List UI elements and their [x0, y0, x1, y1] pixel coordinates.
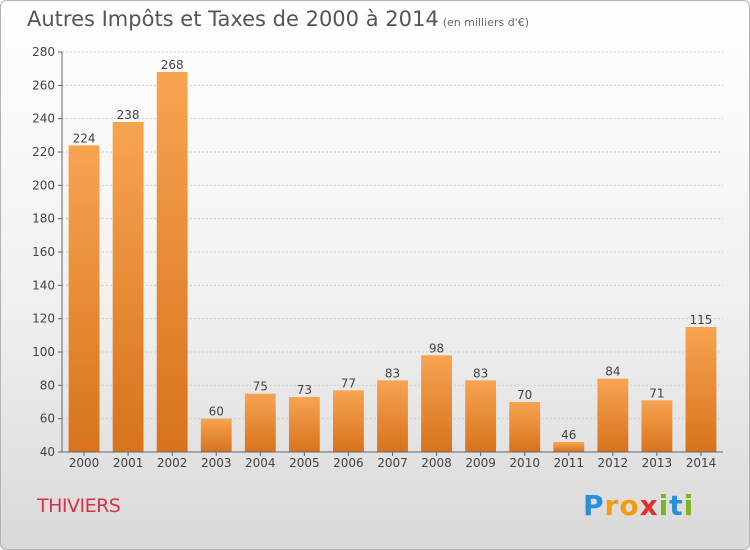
data-label: 46 [561, 428, 576, 442]
x-tick-label: 2011 [553, 456, 584, 470]
x-tick-label: 2006 [333, 456, 364, 470]
y-tick-label: 80 [40, 378, 55, 392]
y-tick-label: 100 [32, 345, 55, 359]
logo-letter: i [683, 489, 695, 522]
chart-subtitle: (en milliers d'€) [442, 16, 529, 29]
x-tick-label: 2002 [157, 456, 188, 470]
data-label: 70 [517, 388, 532, 402]
bar [421, 355, 452, 452]
bars: 224 238 268 60 75 73 77 83 98 83 70 46 84 71 115 [68, 58, 717, 453]
logo-letter: o [619, 489, 640, 522]
data-label: 60 [209, 405, 224, 419]
y-tick-label: 40 [40, 445, 55, 459]
x-tick-label: 2008 [421, 456, 452, 470]
logo-letter: i [658, 489, 670, 522]
data-label: 98 [429, 341, 444, 355]
x-axis: 2000 2001 2002 2003 2004 2005 2006 2007 2008 2009… [62, 451, 723, 470]
y-tick-label: 220 [32, 145, 55, 159]
data-label: 83 [385, 366, 400, 380]
bar [641, 400, 673, 452]
x-tick-label: 2012 [598, 456, 629, 470]
x-tick-label: 2005 [289, 456, 320, 470]
x-tick-label: 2004 [245, 456, 276, 470]
proxiti-logo: Proxiti [583, 489, 694, 522]
bar [112, 122, 144, 452]
y-tick-label: 200 [32, 178, 55, 192]
y-tick-label: 260 [32, 78, 55, 92]
bar [200, 418, 232, 452]
data-label: 224 [73, 131, 96, 145]
x-tick-label: 2007 [377, 456, 408, 470]
bar [465, 380, 497, 452]
x-tick-label: 2009 [465, 456, 496, 470]
data-label: 83 [473, 366, 488, 380]
x-tick-label: 2010 [509, 456, 540, 470]
bar [333, 390, 364, 452]
bar [68, 145, 100, 453]
x-tick-label: 2001 [113, 456, 144, 470]
data-label: 115 [690, 313, 713, 327]
logo-letter: t [669, 489, 684, 522]
place-name: THIVIERS [37, 495, 121, 517]
logo-letter: P [583, 489, 605, 522]
chart-title-text: Autres Impôts et Taxes de 2000 à 2014 [27, 7, 439, 31]
data-label: 84 [605, 365, 620, 379]
y-tick-label: 140 [32, 278, 55, 292]
chart-title: Autres Impôts et Taxes de 2000 à 2014 (en… [27, 7, 529, 31]
y-tick-label: 160 [32, 245, 55, 259]
y-tick-label: 180 [32, 212, 55, 226]
data-label: 268 [161, 58, 184, 72]
bar [288, 397, 320, 452]
x-tick-label: 2014 [686, 456, 717, 470]
y-tick-label: 120 [32, 312, 55, 326]
data-label: 77 [341, 376, 356, 390]
bar [377, 380, 408, 452]
bar [244, 393, 276, 452]
data-label: 71 [649, 386, 664, 400]
bar [156, 72, 188, 452]
y-tick-label: 240 [32, 112, 55, 126]
x-tick-label: 2013 [642, 456, 673, 470]
bar [509, 402, 541, 452]
y-tick-label: 280 [32, 45, 55, 59]
bar [553, 442, 585, 452]
y-axis: 40 60 80 100 120 140 160 180 200 220 240 260 280 [32, 45, 63, 459]
data-label: 73 [297, 383, 312, 397]
data-label: 238 [117, 108, 140, 122]
logo-letter: r [604, 489, 620, 522]
logo-letter: x [639, 489, 659, 522]
x-tick-label: 2003 [201, 456, 232, 470]
y-tick-label: 60 [40, 412, 55, 426]
bar [685, 327, 717, 452]
x-tick-label: 2000 [69, 456, 100, 470]
data-label: 75 [253, 380, 268, 394]
bar [597, 378, 629, 452]
